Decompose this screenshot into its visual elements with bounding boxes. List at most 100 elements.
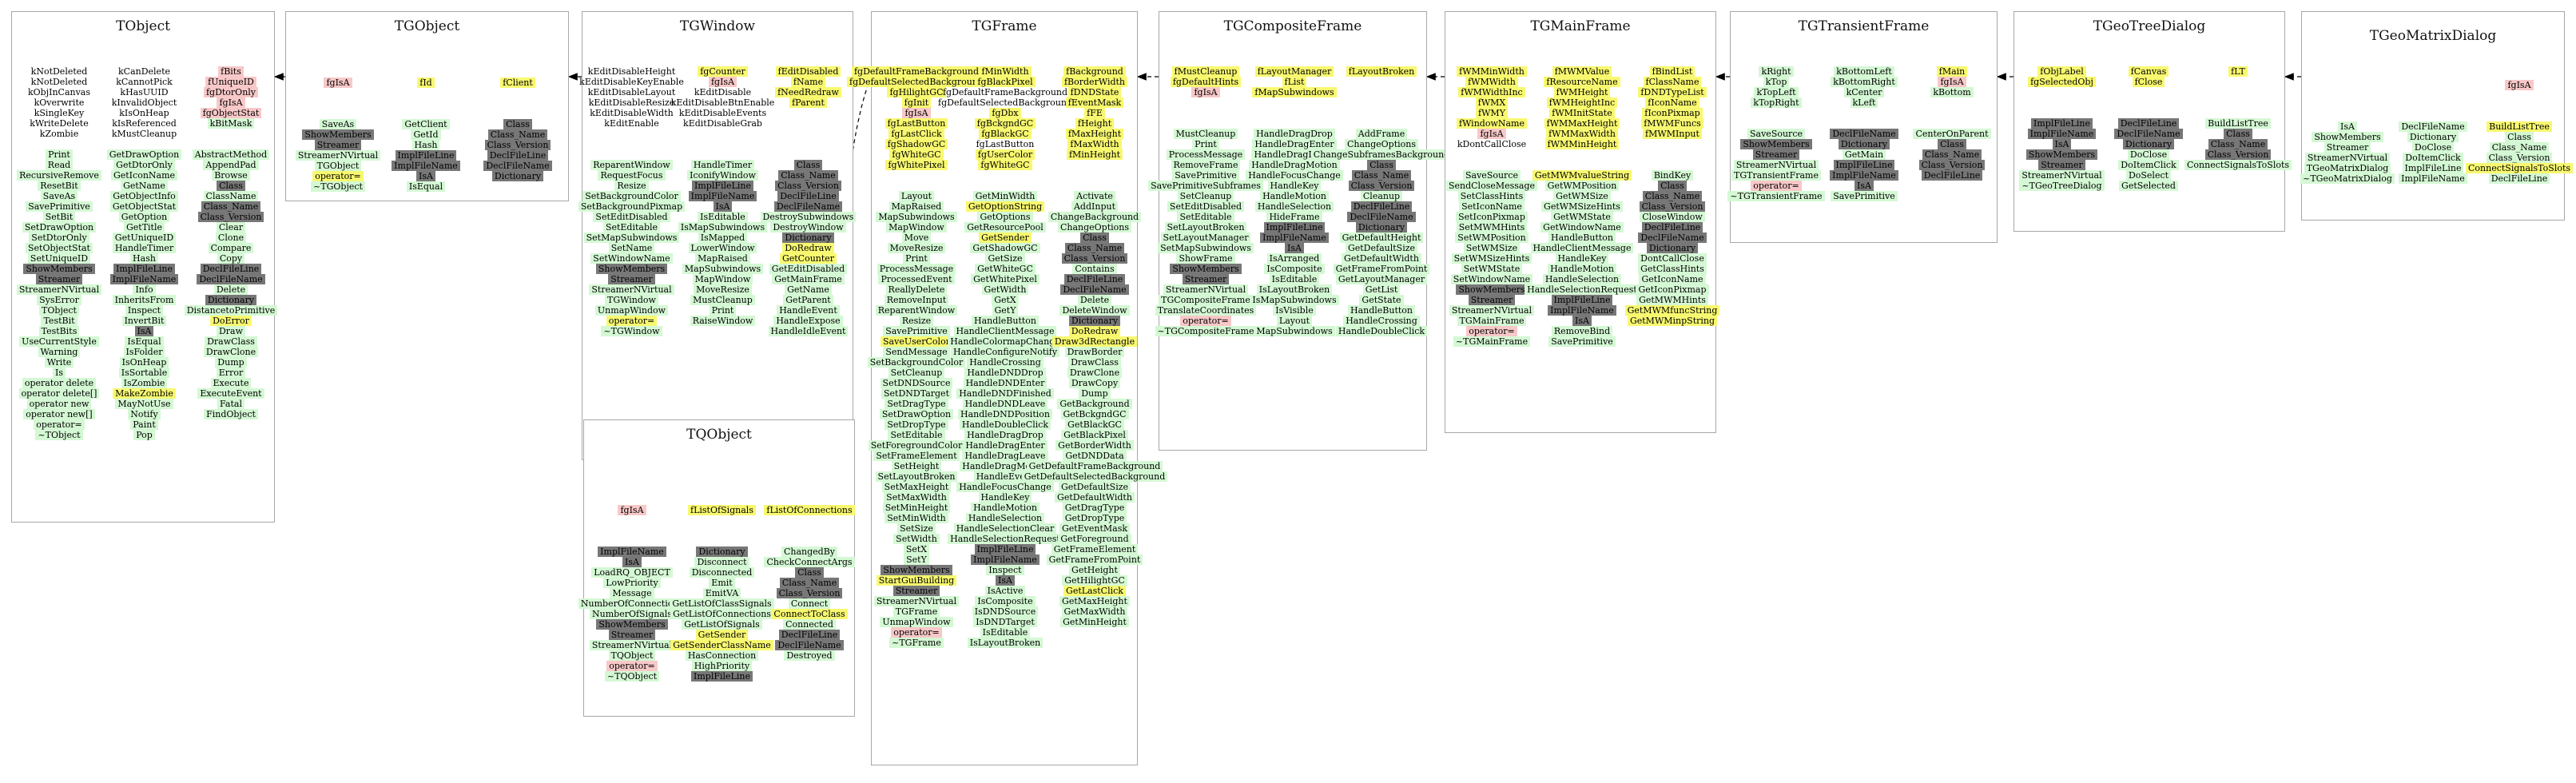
member-entry: SetName (608, 243, 655, 253)
member-entry: kBottomRight (1831, 77, 1898, 87)
member-entry: fgDefaultHints (1170, 77, 1242, 87)
member-entry: Streamer (2038, 160, 2085, 170)
member-entry: GetMinWidth (972, 191, 1038, 201)
member-entry: DeclFileName (2114, 129, 2183, 139)
member-entry: UseCurrentStyle (19, 336, 99, 347)
member-entry: GetWidth (981, 284, 1029, 295)
member-entry: GetBckgndGC (1060, 409, 1129, 419)
member-entry: kInvalidObject (111, 97, 177, 108)
member-entry: IsA (416, 171, 435, 181)
member-entry: fgWhiteGC (978, 160, 1032, 170)
member-entry: Compare (208, 243, 254, 253)
member-entry: kEditEnable (604, 118, 659, 129)
member-entry: operator= (1466, 326, 1517, 336)
member-column: fId GetClient GetId Hash ImplFileLine ImplFi… (386, 78, 466, 192)
member-entry: IsVisible (1273, 305, 1316, 316)
member-entry: fWMMaxWidth (1546, 129, 1618, 139)
member-entry: DeclFileName (2399, 121, 2467, 132)
member-entry: SetClassHints (1457, 191, 1526, 201)
member-entry: Clone (215, 233, 247, 243)
member-spacer (2343, 90, 2351, 101)
member-entry: IsComposite (975, 596, 1036, 606)
member-entry: Move (901, 233, 932, 243)
member-entry: kWriteDelete (30, 118, 89, 129)
member-entry: IsA (2338, 121, 2357, 132)
member-spacer (1668, 149, 1676, 160)
member-entry: IsActive (984, 586, 1026, 596)
member-entry: Dump (1079, 388, 1111, 399)
member-entry: Class (1938, 139, 1966, 149)
member-entry: Class (795, 567, 824, 578)
member-entry: kObjInCanvas (27, 87, 91, 97)
class-box-tobject: TObject kNotDeleted kNotDeleted kObjInCanv… (11, 11, 278, 523)
member-entry: ClassName (203, 191, 259, 201)
member-entry: ~TGWindow (601, 326, 662, 336)
member-entry: kBottom (1930, 87, 1974, 97)
member-entry: SaveUserColor (881, 336, 952, 347)
member-entry: Read (45, 160, 74, 170)
member-spacer (628, 139, 636, 149)
member-entry: Class_Name (201, 201, 261, 212)
member-entry: HandleKey (978, 492, 1032, 503)
member-entry: operator= (34, 419, 85, 430)
member-entry: StreamerNVirtual (1733, 160, 1819, 170)
member-entry: ShowMembers (2025, 149, 2098, 160)
member-entry: MapSubwindows (1254, 326, 1335, 336)
member-entry: fgWhiteGC (889, 149, 944, 160)
member-entry: ProcessMessage (877, 264, 956, 274)
member-column: DeclFileName Dictionary DoClose DoItemClick… (2390, 80, 2476, 184)
member-entry: GetMainFrame (772, 274, 845, 284)
member-spacer (2234, 108, 2242, 118)
member-spacer (2343, 101, 2351, 111)
member-column: fBackground fBorderWidth fDNDState fEventMa… (1021, 66, 1168, 627)
class-title: TObject (116, 18, 170, 34)
member-entry: DeclFileLine (1641, 222, 1703, 233)
member-entry: fWindowName (1457, 118, 1527, 129)
member-spacer (1772, 118, 1780, 129)
member-entry: GetIconName (110, 170, 178, 181)
member-entry: operator= (606, 316, 658, 326)
member-spacer (628, 526, 636, 536)
member-entry: GetFrameFromPoint (1333, 264, 1430, 274)
member-entry: Notify (128, 409, 161, 419)
member-entry: fgDefaultSelectedBackground (938, 97, 1072, 108)
member-entry: IsA (1854, 181, 1874, 191)
member-entry: ConnectSignalsToSlots (2465, 163, 2574, 173)
member-entry: fDNDState (1067, 87, 1122, 97)
member-column: kBottomLeft kBottomRight kCenter kLeft Decl… (1820, 66, 1908, 201)
member-entry: RemoveFrame (1171, 160, 1241, 170)
member-entry: GetOptionString (965, 201, 1045, 212)
member-entry: IsFolder (123, 347, 165, 357)
member-entry: kTop (1763, 77, 1790, 87)
member-column: fMustCleanup fgDefaultHints fgIsA MustClea… (1148, 66, 1263, 336)
member-entry: SetDrawOption (22, 222, 97, 233)
member-entry: Dictionary (2122, 139, 2175, 149)
member-entry: GetOption (118, 212, 170, 222)
member-spacer (1290, 108, 1298, 118)
member-column: fEditDisabled fName fNeedRedraw fParent Cla… (760, 66, 857, 336)
member-entry: BindKey (1651, 170, 1694, 181)
class-box-tgtransientframe: TGTransientFrame kRight kTop kTopLeft kTopR… (1727, 11, 1998, 243)
member-entry: Class_Version (1918, 160, 1986, 170)
member-entry: Contains (1072, 264, 1117, 274)
member-entry: IsEqual (406, 181, 446, 192)
member-entry: Dictionary (205, 295, 257, 305)
member-entry: SetForegroundColor (868, 440, 965, 451)
member-spacer (2515, 90, 2523, 101)
member-spacer (141, 139, 149, 149)
member-entry: fgIsA (324, 78, 352, 88)
member-entry: fgLastButton (885, 118, 948, 129)
class-title: TGeoMatrixDialog (2369, 28, 2497, 44)
member-entry: fListOfConnections (764, 505, 855, 515)
member-entry: TGFrame (892, 606, 940, 617)
member-entry: DoSelect (2125, 170, 2172, 181)
member-entry: Class_Name (2208, 139, 2268, 149)
member-entry: fgUserColor (975, 149, 1036, 160)
member-entry: fMWMValue (1552, 66, 1612, 77)
member-entry: BuildListTree (2205, 118, 2271, 129)
member-entry: operator new[] (23, 409, 95, 419)
member-entry: Print (709, 305, 737, 316)
member-entry: StreamerNVirtual (873, 596, 960, 606)
member-entry: Write (44, 357, 74, 368)
member-entry: Emit (709, 578, 735, 588)
